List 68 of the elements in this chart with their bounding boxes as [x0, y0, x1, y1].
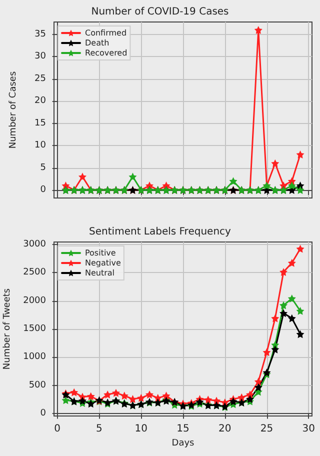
x-tick-label: 0 [54, 424, 61, 434]
point [137, 394, 146, 402]
point [262, 348, 271, 356]
y-tick-label: 35 [34, 29, 46, 40]
x-tick-label: 10 [134, 424, 148, 434]
point [288, 182, 296, 190]
x-tick-label: 15 [176, 424, 190, 434]
y-tick-label: 15 [34, 118, 46, 128]
point [254, 378, 262, 386]
point [78, 172, 86, 181]
point [128, 172, 137, 181]
point [271, 159, 280, 168]
chart-title: Sentiment Labels Frequency [89, 226, 232, 238]
legend-label: Confirmed [85, 28, 127, 38]
y-tick-label: 2000 [23, 296, 46, 306]
y-tick-label: 10 [34, 140, 46, 151]
y-tick-label: 0 [40, 185, 46, 195]
legend-label: Recovered [85, 48, 128, 58]
y-tick-label: 20 [34, 96, 46, 106]
point [120, 392, 128, 400]
y-tick-label: 1500 [23, 324, 46, 334]
legend-label: Neutral [85, 268, 115, 278]
x-axis-title: Days [172, 438, 195, 448]
point [296, 306, 304, 315]
y-tick-label: 3000 [23, 239, 46, 250]
point [271, 345, 280, 354]
point [238, 393, 246, 402]
legend-label: Negative [85, 258, 121, 268]
y-tick-label: 25 [34, 74, 46, 84]
y-tick-label: 500 [28, 380, 46, 390]
point [296, 244, 304, 253]
point [254, 383, 262, 392]
point [288, 258, 296, 267]
point [112, 388, 120, 397]
point [288, 294, 296, 302]
chart-title: Number of COVID-19 Cases [91, 6, 229, 18]
point [296, 186, 304, 194]
legend-label: Death [85, 38, 110, 48]
y-axis-title: Number of Cases [8, 71, 18, 149]
point [271, 314, 280, 322]
y-axis-title: Number of Tweets [2, 288, 13, 370]
y-tick-label: 30 [34, 52, 46, 62]
point [145, 390, 154, 399]
y-tick-label: 5 [40, 162, 46, 173]
point [280, 301, 288, 310]
point [128, 395, 137, 404]
x-tick-label: 25 [260, 424, 274, 434]
point [229, 177, 238, 186]
point [70, 388, 78, 396]
point [78, 396, 86, 405]
y-tick-label: 1000 [23, 352, 46, 362]
point [296, 330, 304, 338]
legend-label: Positive [85, 248, 116, 258]
point [280, 268, 288, 276]
x-tick-label: 20 [218, 424, 232, 434]
point [280, 309, 288, 318]
point [296, 150, 304, 158]
point [254, 26, 262, 34]
x-tick-label: 30 [302, 424, 316, 434]
point [204, 396, 212, 404]
point [86, 392, 95, 400]
point [162, 392, 170, 400]
y-tick-label: 2500 [23, 268, 46, 278]
point [62, 396, 70, 404]
y-tick-label: 0 [40, 408, 46, 419]
point [104, 390, 112, 399]
point [288, 314, 296, 322]
x-tick-label: 5 [96, 424, 102, 434]
